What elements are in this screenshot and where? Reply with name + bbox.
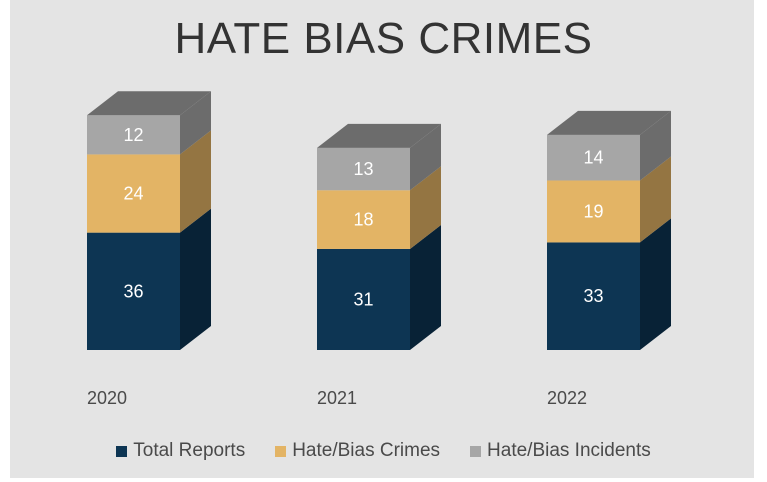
bar-hate-bias-crimes-2020 — [87, 154, 180, 233]
data-label-total-reports-2020: 36 — [123, 281, 143, 301]
data-label-hate-bias-crimes-2021: 18 — [353, 210, 373, 230]
x-tick-label-2021: 2021 — [317, 388, 357, 408]
x-tick-label-2022: 2022 — [547, 388, 587, 408]
bar-total-reports-2020 — [87, 232, 180, 350]
bar-stack-2022: 33 19 14 — [547, 110, 671, 350]
bar-top-2020 — [87, 91, 211, 116]
legend-label-hate-bias-incidents: Hate/Bias Incidents — [487, 440, 651, 461]
chart-title: HATE BIAS CRIMES — [174, 14, 593, 63]
legend-label-total-reports: Total Reports — [133, 440, 246, 461]
data-label-hate-bias-incidents-2022: 14 — [583, 148, 603, 168]
bar-top-2022 — [547, 110, 671, 135]
legend-item-hate-bias-incidents: Hate/Bias Incidents — [470, 440, 651, 462]
bar-total-reports-2022 — [547, 242, 640, 350]
bar-hate-bias-crimes-2021 — [317, 190, 410, 249]
bar-side-hate-bias-incidents-2020 — [180, 91, 211, 155]
bar-total-reports-2021 — [317, 248, 410, 350]
bar-side-hate-bias-crimes-2021 — [410, 166, 441, 249]
legend-item-hate-bias-crimes: Hate/Bias Crimes — [275, 440, 440, 462]
bar-side-hate-bias-crimes-2020 — [180, 130, 211, 233]
bar-side-hate-bias-incidents-2021 — [410, 123, 441, 191]
data-label-total-reports-2021: 31 — [353, 289, 373, 309]
bar-side-hate-bias-incidents-2022 — [640, 110, 671, 181]
legend-label-hate-bias-crimes: Hate/Bias Crimes — [292, 440, 441, 461]
bar-side-total-reports-2021 — [410, 224, 441, 350]
legend-swatch-hate-bias-crimes — [275, 445, 287, 457]
bar-stack-2020: 36 24 12 — [87, 91, 211, 350]
bar-hate-bias-incidents-2020 — [87, 115, 180, 155]
bar-hate-bias-incidents-2021 — [317, 147, 410, 191]
legend-item-total-reports: Total Reports — [116, 440, 245, 462]
bar-top-2021 — [317, 123, 441, 148]
bar-stack-2021: 31 18 13 — [317, 123, 441, 350]
bar-side-total-reports-2022 — [640, 218, 671, 350]
bar-hate-bias-incidents-2022 — [547, 134, 640, 181]
data-label-hate-bias-incidents-2020: 12 — [123, 125, 143, 145]
chart-legend: Total Reports Hate/Bias Crimes Hate/Bias I… — [0, 440, 767, 462]
legend-swatch-total-reports — [116, 445, 128, 457]
data-label-hate-bias-incidents-2021: 13 — [353, 159, 373, 179]
data-label-total-reports-2022: 33 — [583, 286, 603, 306]
data-label-hate-bias-crimes-2020: 24 — [123, 184, 143, 204]
bar-side-hate-bias-crimes-2022 — [640, 156, 671, 243]
bar-side-total-reports-2020 — [180, 208, 211, 350]
x-tick-label-2020: 2020 — [87, 388, 127, 408]
bar-hate-bias-crimes-2022 — [547, 180, 640, 243]
legend-swatch-hate-bias-incidents — [470, 445, 482, 457]
data-label-hate-bias-crimes-2022: 19 — [583, 201, 603, 221]
